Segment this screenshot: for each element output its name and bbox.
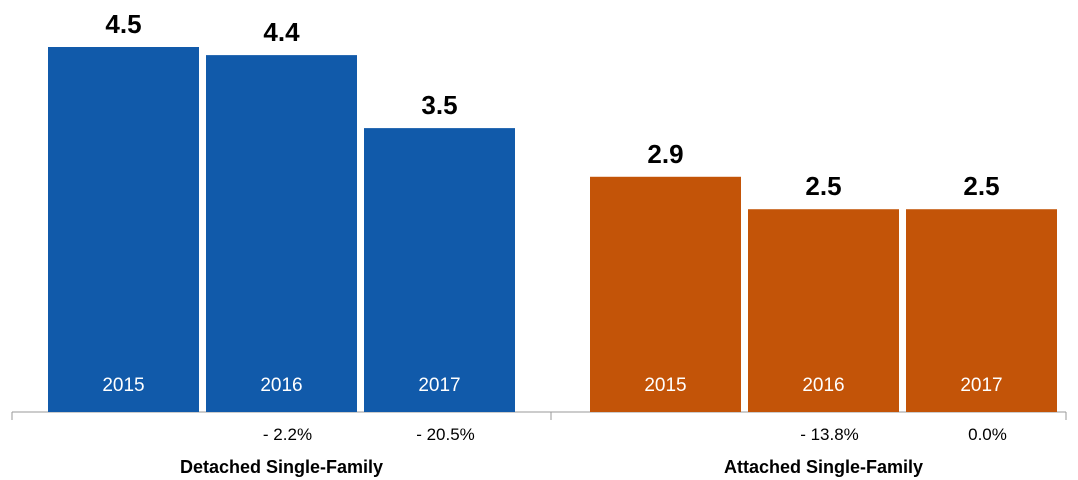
bar-year-label: 2015: [644, 375, 686, 396]
change-label: - 20.5%: [416, 425, 475, 444]
bar-year-label: 2017: [418, 375, 460, 396]
group-label: Detached Single-Family: [180, 457, 383, 477]
bar-year-label: 2017: [960, 375, 1002, 396]
bar: [748, 209, 899, 412]
change-label: - 13.8%: [800, 425, 859, 444]
bar: [48, 47, 199, 412]
bar-year-label: 2015: [102, 375, 144, 396]
change-label: - 2.2%: [263, 425, 312, 444]
bar: [906, 209, 1057, 412]
bar-year-label: 2016: [802, 375, 844, 396]
bar: [206, 55, 357, 412]
bar: [590, 176, 741, 412]
data-label: 2.5: [963, 171, 999, 201]
data-label: 2.9: [647, 139, 683, 169]
change-label: 0.0%: [968, 425, 1007, 444]
bar: [364, 128, 515, 412]
group-label: Attached Single-Family: [724, 457, 923, 477]
data-label: 4.5: [105, 9, 141, 39]
data-label: 4.4: [263, 17, 300, 47]
bar-year-label: 2016: [260, 375, 302, 396]
data-label: 2.5: [805, 171, 841, 201]
data-label: 3.5: [421, 90, 457, 120]
